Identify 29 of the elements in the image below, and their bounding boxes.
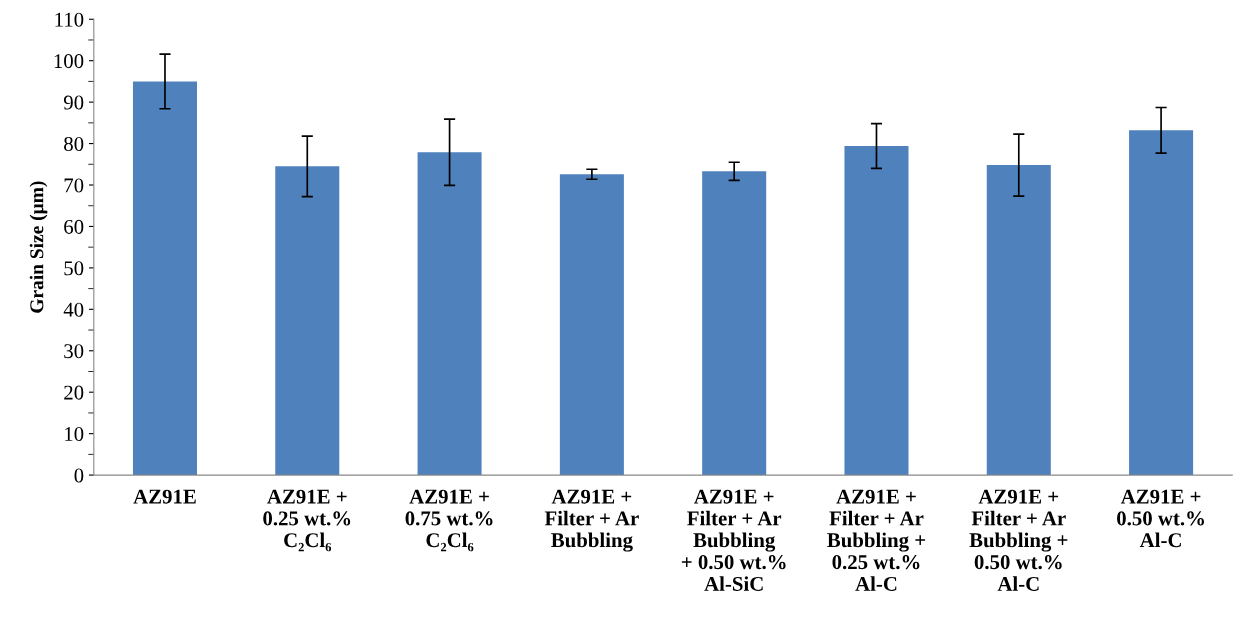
x-tick-label: AZ91E + 0.25 wt.% C₂Cl₆ [263, 489, 351, 552]
bar [702, 171, 767, 476]
x-tick-label: AZ91E + 0.50 wt.% Al-C [1117, 489, 1204, 548]
y-tick-label: 110 [55, 12, 84, 27]
bar [132, 81, 197, 476]
bar [417, 152, 482, 476]
x-tick-label: AZ91E [133, 489, 196, 504]
y-tick-label: 10 [65, 427, 84, 442]
y-tick-label: 40 [63, 302, 84, 317]
x-tick-label: AZ91E + Filter + Ar Bubbling + 0.25 wt.% Al-C [827, 489, 926, 591]
y-tick-label: 100 [54, 54, 84, 69]
bar [986, 165, 1051, 476]
y-tick-label: 70 [64, 178, 84, 193]
y-tick-label: 60 [64, 219, 84, 234]
y-tick-label: 50 [64, 261, 84, 276]
y-tick-label: 90 [63, 95, 84, 110]
bar [1129, 130, 1194, 476]
y-tick-label: 30 [64, 344, 84, 359]
bar [844, 146, 909, 476]
x-tick-label: AZ91E + Filter + Ar Bubbling + 0.50 wt.% Al-C [969, 489, 1068, 591]
x-tick-label: AZ91E + 0.75 wt.% C₂Cl₆ [405, 489, 493, 552]
x-tick-label: AZ91E + Filter + Ar Bubbling + 0.50 wt.% Al-SiC [681, 489, 786, 591]
x-tick-label: AZ91E + Filter + Ar Bubbling [544, 489, 639, 552]
bar [559, 174, 624, 476]
y-axis-title: Grain Size (μm) [29, 181, 48, 313]
bar [275, 166, 340, 476]
y-tick-label: 80 [64, 136, 84, 152]
y-tick-label: 20 [64, 385, 84, 400]
y-tick-label: 0 [74, 468, 84, 483]
